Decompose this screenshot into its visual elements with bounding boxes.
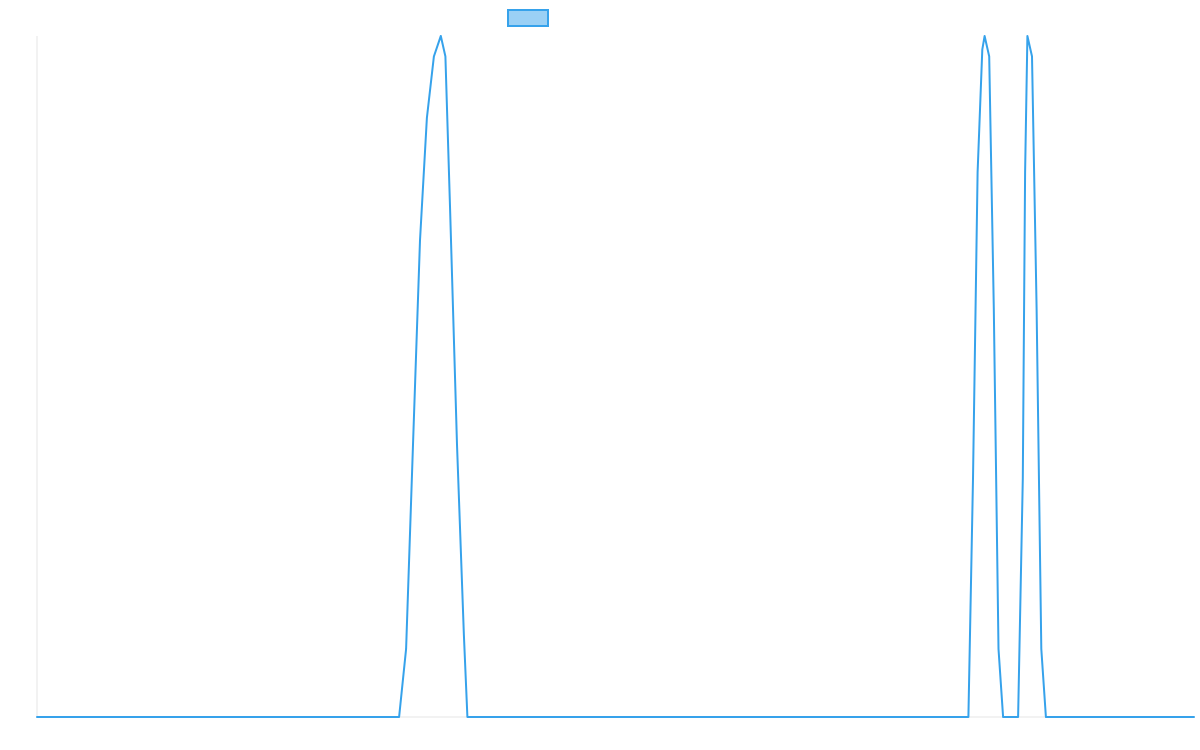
legend-swatch[interactable]: [507, 9, 549, 27]
series-layer: [36, 35, 1195, 718]
series-line-0: [36, 35, 1195, 718]
